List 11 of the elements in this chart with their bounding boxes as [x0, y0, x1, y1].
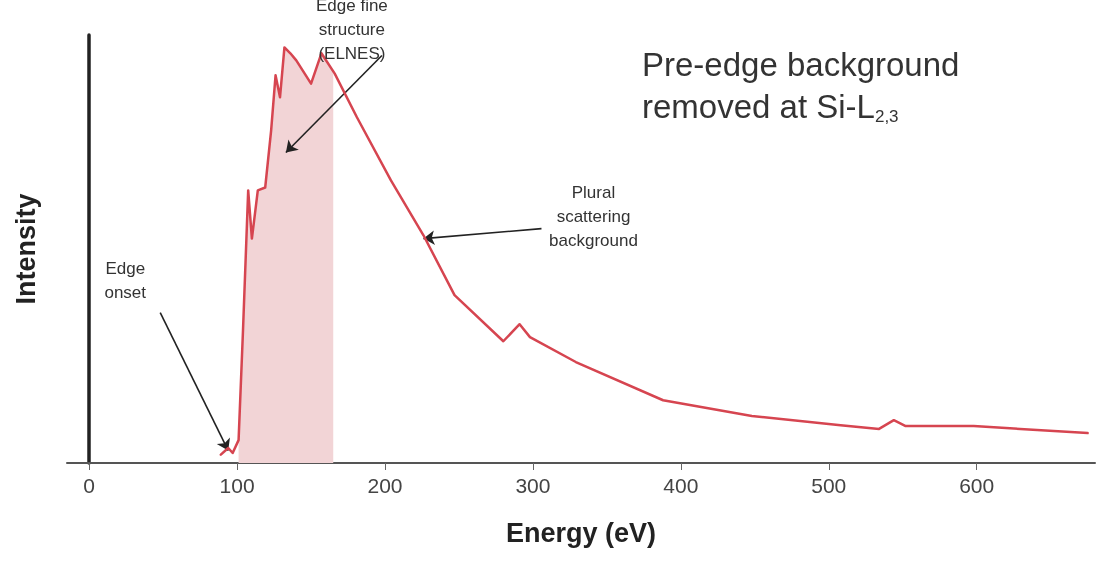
x-tick-label: 500 — [811, 474, 847, 497]
x-tick-label: 100 — [219, 474, 255, 497]
x-tick-label: 200 — [367, 474, 403, 497]
x-tick-label: 0 — [83, 474, 96, 497]
x-tick-label: 600 — [959, 474, 995, 497]
x-tick-label: 400 — [663, 474, 699, 497]
annotation: Plural scattering background — [549, 183, 638, 251]
annotation: Edge onset — [104, 259, 147, 303]
y-axis-title: Intensity — [10, 193, 41, 305]
x-tick-label: 300 — [515, 474, 551, 497]
x-axis-title: Energy (eV) — [505, 517, 657, 548]
